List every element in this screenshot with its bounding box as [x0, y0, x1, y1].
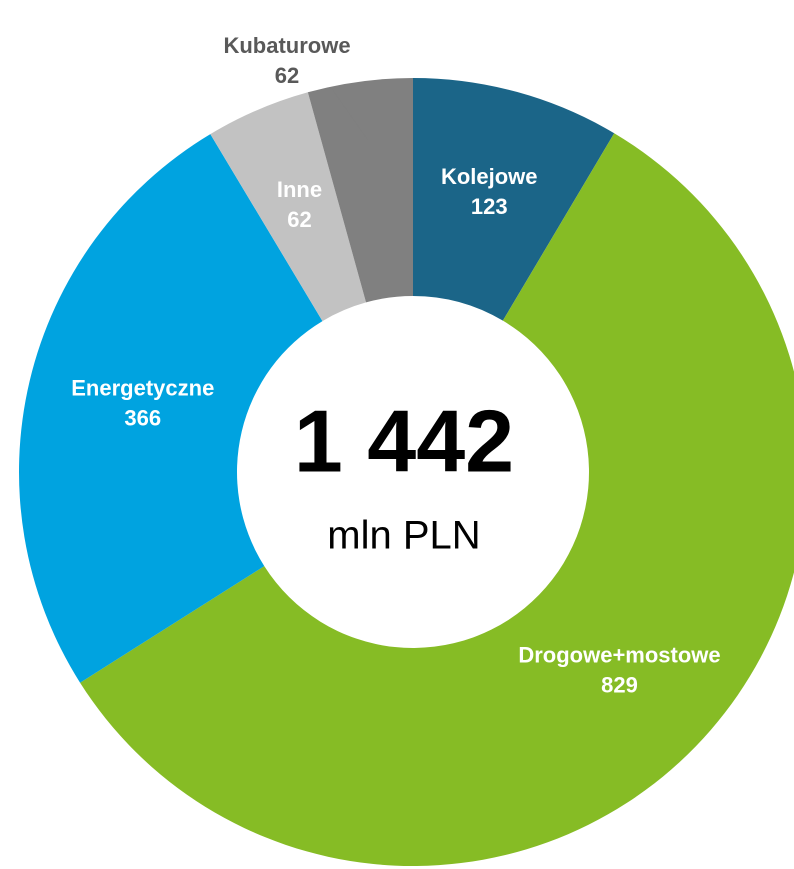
- slice: [307, 78, 413, 303]
- slice: [80, 133, 794, 866]
- slice-label: Drogowe+mostowe: [518, 643, 720, 668]
- slice: [19, 134, 323, 683]
- slice-label: Kubaturowe: [223, 33, 350, 58]
- value-label: 829: [601, 673, 638, 698]
- slice: [413, 78, 615, 321]
- value-label: 62: [275, 63, 299, 88]
- slice-label: Kolejowe: [441, 164, 538, 189]
- slices: [19, 78, 794, 866]
- slice-label: Inne: [277, 177, 322, 202]
- leader-line: [331, 88, 369, 141]
- value-label: 123: [471, 194, 508, 219]
- center-unit: mln PLN: [327, 514, 480, 558]
- center-value: 1 442: [294, 391, 514, 490]
- value-label: 62: [287, 207, 311, 232]
- value-label: 366: [124, 405, 161, 430]
- slice: [210, 92, 367, 322]
- slice-label: Energetyczne: [71, 375, 214, 400]
